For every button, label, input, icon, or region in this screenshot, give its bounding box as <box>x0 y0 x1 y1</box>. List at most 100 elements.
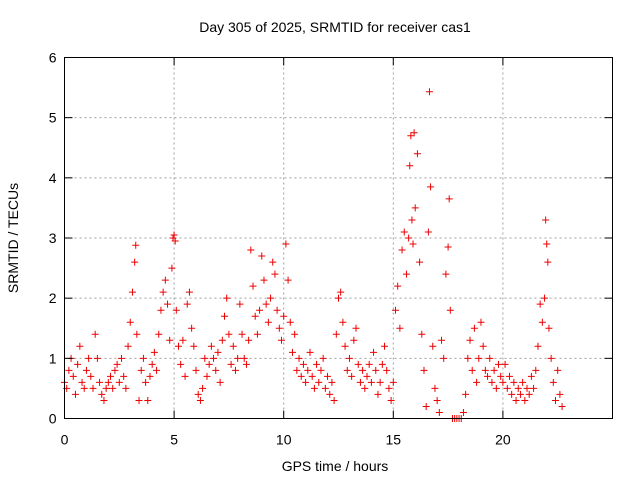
data-point <box>159 288 167 296</box>
data-point <box>148 360 156 368</box>
data-point <box>503 384 511 392</box>
data-point <box>297 372 305 380</box>
data-point <box>389 378 397 386</box>
data-point <box>354 360 362 368</box>
data-point <box>269 258 277 266</box>
data-point <box>96 378 104 386</box>
chart-title: Day 305 of 2025, SRMTID for receiver cas… <box>199 19 471 35</box>
data-point <box>144 396 152 404</box>
data-point <box>262 300 270 308</box>
data-point <box>74 360 82 368</box>
data-point <box>558 402 566 410</box>
data-point <box>420 366 428 374</box>
data-point <box>299 360 307 368</box>
data-point <box>196 396 204 404</box>
data-point <box>319 354 327 362</box>
data-point <box>541 294 549 302</box>
data-point <box>142 378 150 386</box>
data-point <box>104 378 112 386</box>
data-point <box>464 354 472 362</box>
data-point <box>185 288 193 296</box>
data-point <box>249 282 257 290</box>
data-point <box>556 390 564 398</box>
data-point <box>171 237 179 245</box>
x-tick-label: 5 <box>170 432 178 448</box>
data-point <box>85 354 93 362</box>
data-point <box>370 348 378 356</box>
data-point <box>408 216 416 224</box>
data-point <box>321 384 329 392</box>
data-point <box>115 378 123 386</box>
data-point <box>532 366 540 374</box>
data-point <box>497 372 505 380</box>
data-point <box>203 372 211 380</box>
data-point <box>545 324 553 332</box>
data-point <box>76 342 84 350</box>
data-point <box>293 366 301 374</box>
data-point <box>396 324 404 332</box>
data-point <box>350 336 358 344</box>
data-point <box>91 330 99 338</box>
data-point <box>407 132 415 140</box>
data-point <box>490 366 498 374</box>
data-point <box>111 366 119 374</box>
data-point <box>444 243 452 251</box>
data-point <box>117 354 125 362</box>
y-tick-label: 4 <box>49 170 57 186</box>
axis-ticks: 0 1 2 3 4 5 6 0 5 10 15 20 <box>49 50 613 448</box>
data-point <box>359 366 367 374</box>
data-point <box>543 240 551 248</box>
data-point <box>394 282 402 290</box>
data-point <box>132 241 140 249</box>
data-point <box>157 306 165 314</box>
data-point <box>330 396 338 404</box>
data-point <box>135 396 143 404</box>
data-point <box>177 360 185 368</box>
data-point <box>188 324 196 332</box>
data-point <box>267 294 275 302</box>
data-point <box>416 258 424 266</box>
data-point <box>146 372 154 380</box>
data-point <box>212 366 220 374</box>
data-point <box>462 390 470 398</box>
data-point <box>172 306 180 314</box>
data-point <box>445 195 453 203</box>
x-tick-label: 10 <box>276 432 292 448</box>
y-tick-label: 2 <box>49 290 57 306</box>
data-point <box>521 396 529 404</box>
data-point <box>523 384 531 392</box>
data-point <box>221 312 229 320</box>
data-point <box>422 402 430 410</box>
data-point <box>139 354 147 362</box>
data-point <box>363 372 371 380</box>
data-point <box>124 342 132 350</box>
data-point <box>442 270 450 278</box>
data-point <box>65 366 73 374</box>
data-point <box>131 258 139 266</box>
data-point <box>425 88 433 96</box>
data-point <box>133 330 141 338</box>
data-point <box>201 354 209 362</box>
data-point <box>102 384 110 392</box>
data-point <box>120 372 128 380</box>
data-point <box>69 372 77 380</box>
data-point <box>514 384 522 392</box>
data-point <box>216 378 224 386</box>
data-point <box>339 318 347 326</box>
data-point <box>98 390 106 398</box>
data-point <box>429 342 437 350</box>
data-point <box>361 384 369 392</box>
data-point <box>164 300 172 308</box>
data-point <box>365 360 373 368</box>
y-tick-label: 5 <box>49 110 57 126</box>
data-point <box>174 342 182 350</box>
data-point <box>348 372 356 380</box>
data-point <box>433 396 441 404</box>
data-point <box>310 384 318 392</box>
data-point <box>501 360 509 368</box>
data-point <box>284 276 292 284</box>
data-point <box>264 318 272 326</box>
data-point <box>378 360 386 368</box>
data-point <box>242 360 250 368</box>
data-point <box>372 366 380 374</box>
